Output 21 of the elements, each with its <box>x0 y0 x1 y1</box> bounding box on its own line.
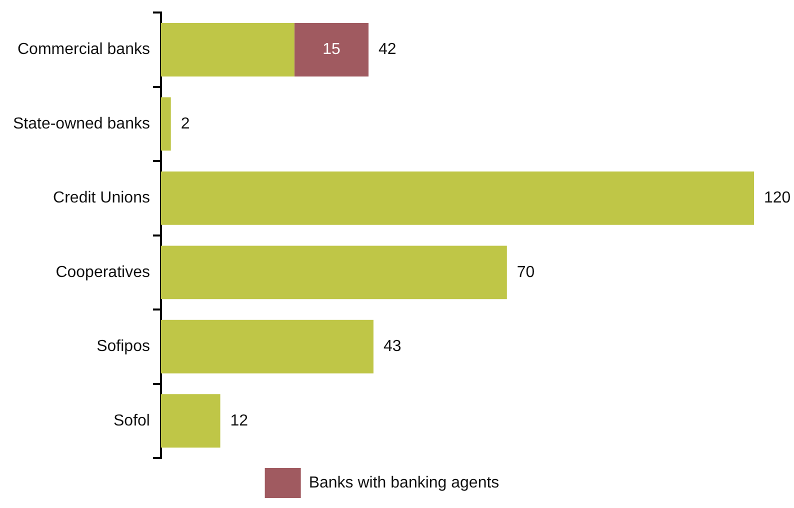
bar <box>160 22 294 76</box>
bar <box>160 394 220 448</box>
total-label: 70 <box>516 264 535 281</box>
legend-label: Banks with banking agents <box>308 474 500 492</box>
y-tick-label: Commercial banks <box>17 41 150 58</box>
bar <box>160 97 171 151</box>
bar <box>160 246 507 300</box>
y-tick-label: Credit Unions <box>53 190 150 207</box>
total-label: 43 <box>383 338 402 356</box>
y-tick-label: State-owned banks <box>12 115 150 132</box>
bar <box>160 171 754 225</box>
total-label: 2 <box>180 115 190 132</box>
total-label: 120 <box>764 190 791 207</box>
y-tick-label: Sofol <box>114 412 150 430</box>
bar <box>294 22 369 76</box>
y-tick-label: Cooperatives <box>56 264 150 281</box>
total-label: 42 <box>378 41 396 58</box>
data-label: 15 <box>322 41 340 58</box>
bar <box>160 320 374 374</box>
total-label: 12 <box>230 412 248 430</box>
y-tick-label: Sofipos <box>96 338 150 356</box>
